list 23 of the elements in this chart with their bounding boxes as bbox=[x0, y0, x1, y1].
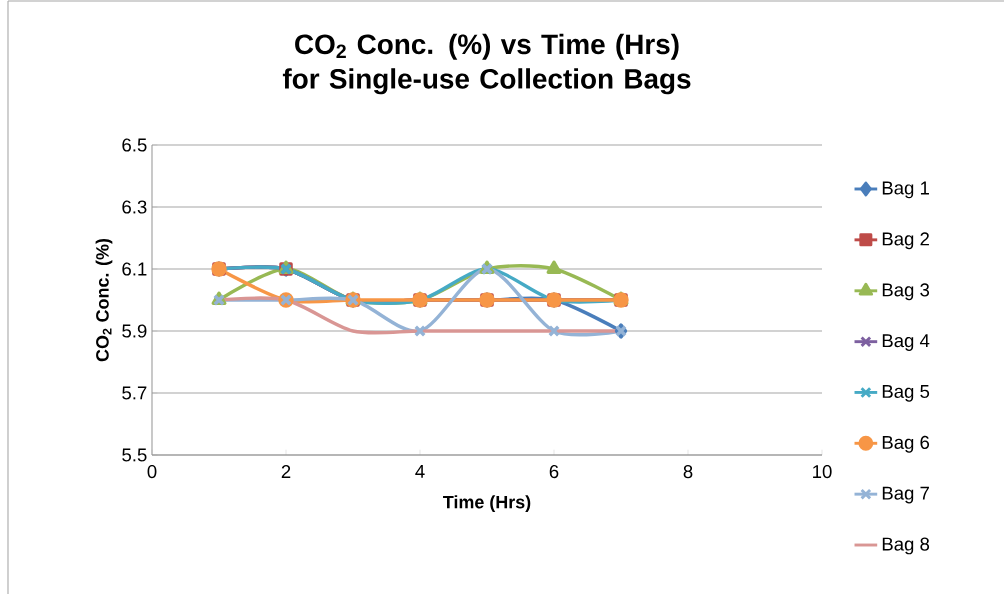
y-tick-label: 5.5 bbox=[122, 448, 147, 462]
legend-label: Bag 1 bbox=[882, 181, 929, 199]
chart-title: CO$_{2}$ Conc. (%) vs Time (Hrs) for Single-use Collection Bags bbox=[282, 33, 691, 95]
x-tick-label: 2 bbox=[281, 465, 291, 478]
x-tick-label: 6 bbox=[549, 465, 559, 479]
legend-label: Bag 7 bbox=[882, 486, 929, 504]
y-tick-label: 6.3 bbox=[122, 200, 147, 214]
legend-label: Bag 6 bbox=[882, 435, 930, 453]
legend-label: Bag 4 bbox=[882, 334, 930, 351]
y-tick-label: 5.7 bbox=[122, 386, 147, 400]
legend-label: Bag 8 bbox=[882, 537, 930, 555]
x-axis-title: Time (Hrs) bbox=[443, 495, 531, 512]
legend-label: Bag 2 bbox=[882, 232, 929, 250]
x-tick-label: 0 bbox=[147, 465, 157, 479]
x-tick-label: 10 bbox=[813, 465, 832, 479]
y-tick-label: 6.5 bbox=[122, 138, 147, 152]
legend-label: Bag 5 bbox=[882, 385, 930, 402]
x-tick-label: 8 bbox=[683, 465, 693, 479]
y-tick-label: 5.9 bbox=[122, 324, 147, 338]
y-tick-label: 6.1 bbox=[122, 262, 147, 276]
legend-label: Bag 3 bbox=[882, 283, 930, 301]
x-tick-label: 4 bbox=[415, 465, 425, 478]
y-axis-title: CO$_{2}$ Conc. (%) bbox=[95, 238, 113, 362]
